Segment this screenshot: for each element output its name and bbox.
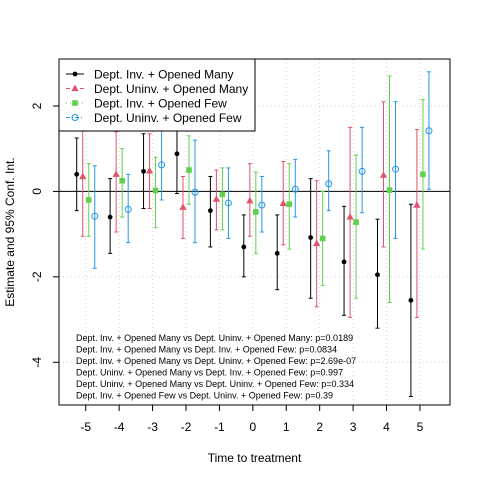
data-point (119, 177, 125, 184)
data-point (413, 201, 421, 208)
y-tick-label: -2 (30, 271, 44, 282)
legend-marker (71, 84, 79, 92)
data-point (325, 180, 333, 188)
data-point (207, 208, 213, 214)
data-point (420, 171, 426, 178)
p-value-annotation: Dept. Inv. + Opened Many vs Dept. Uninv.… (76, 333, 353, 343)
x-tick-label: -3 (147, 420, 158, 434)
legend-label: Dept. Inv. + Opened Few (94, 97, 227, 111)
data-point (219, 191, 226, 198)
data-point (386, 187, 393, 193)
x-tick-label: 5 (417, 420, 424, 434)
x-tick-label: -2 (181, 420, 192, 434)
data-point (79, 172, 87, 180)
x-tick-label: 4 (383, 420, 390, 434)
x-tick-label: -4 (114, 420, 125, 434)
data-point (224, 199, 232, 207)
data-point (379, 171, 388, 178)
data-point (174, 151, 180, 157)
data-point (425, 127, 433, 135)
legend-marker (71, 114, 79, 121)
data-point (319, 235, 326, 242)
y-tick-label: -4 (30, 357, 44, 368)
legend-box (58, 58, 256, 132)
data-point (308, 235, 314, 240)
data-point (279, 199, 287, 206)
data-point (291, 185, 299, 193)
data-point (74, 171, 80, 177)
data-point (212, 195, 221, 202)
data-point (145, 166, 154, 174)
data-point (253, 209, 259, 215)
x-tick-label: 2 (316, 420, 323, 434)
data-point (286, 201, 293, 208)
x-tick-label: 1 (283, 420, 290, 434)
point-estimates (74, 127, 433, 303)
data-point (346, 213, 354, 220)
data-point (85, 197, 92, 203)
data-point (353, 219, 359, 225)
data-point (358, 167, 366, 175)
legend-marker (72, 100, 78, 106)
data-point (258, 201, 266, 209)
data-point (158, 161, 166, 169)
p-value-annotation: Dept. Inv. + Opened Few vs Dept. Uninv. … (76, 391, 333, 401)
data-point (179, 203, 187, 210)
data-point (112, 170, 120, 177)
p-value-annotation: Dept. Uninv. + Opened Many vs Dept. Unin… (76, 379, 354, 389)
legend-marker (72, 71, 78, 77)
y-axis: -4 -2 0 2 (30, 102, 60, 368)
p-value-annotation: Dept. Uninv. + Opened Many vs Dept. Inv.… (76, 368, 343, 378)
grid-lines (59, 59, 450, 405)
data-point (246, 196, 254, 204)
legend-label: Dept. Uninv. + Opened Few (94, 111, 242, 125)
x-tick-label: -1 (214, 420, 225, 434)
data-point (124, 205, 132, 213)
data-point (91, 212, 99, 220)
x-axis-label: Time to treatment (208, 451, 302, 465)
y-tick-label: 2 (30, 102, 44, 109)
legend-label: Dept. Inv. + Opened Many (94, 68, 234, 82)
legend-label: Dept. Uninv. + Opened Many (94, 82, 248, 96)
data-point (375, 272, 380, 278)
data-point (408, 297, 414, 303)
data-point (313, 239, 321, 247)
data-point (241, 244, 247, 250)
data-point (191, 188, 199, 196)
p-value-annotations: Dept. Inv. + Opened Many vs Dept. Uninv.… (76, 333, 356, 401)
x-tick-label: -5 (80, 420, 91, 434)
data-point (341, 259, 347, 265)
y-axis-label: Estimate and 95% Conf. Int. (3, 157, 17, 306)
data-point (107, 214, 113, 220)
x-tick-label: 0 (249, 420, 256, 434)
data-point (186, 167, 192, 173)
data-point (152, 187, 159, 194)
y-tick-label: 0 (30, 188, 44, 195)
x-tick-label: 3 (350, 420, 357, 434)
p-value-annotation: Dept. Inv. + Opened Many vs Dept. Inv. +… (76, 345, 337, 355)
data-point (392, 165, 400, 173)
x-axis: -5 -4 -3 -2 -1 0 1 2 3 4 5 (80, 404, 424, 434)
p-value-annotation: Dept. Inv. + Opened Many vs Dept. Uninv.… (76, 356, 356, 366)
data-point (274, 250, 280, 256)
data-point (141, 168, 146, 174)
